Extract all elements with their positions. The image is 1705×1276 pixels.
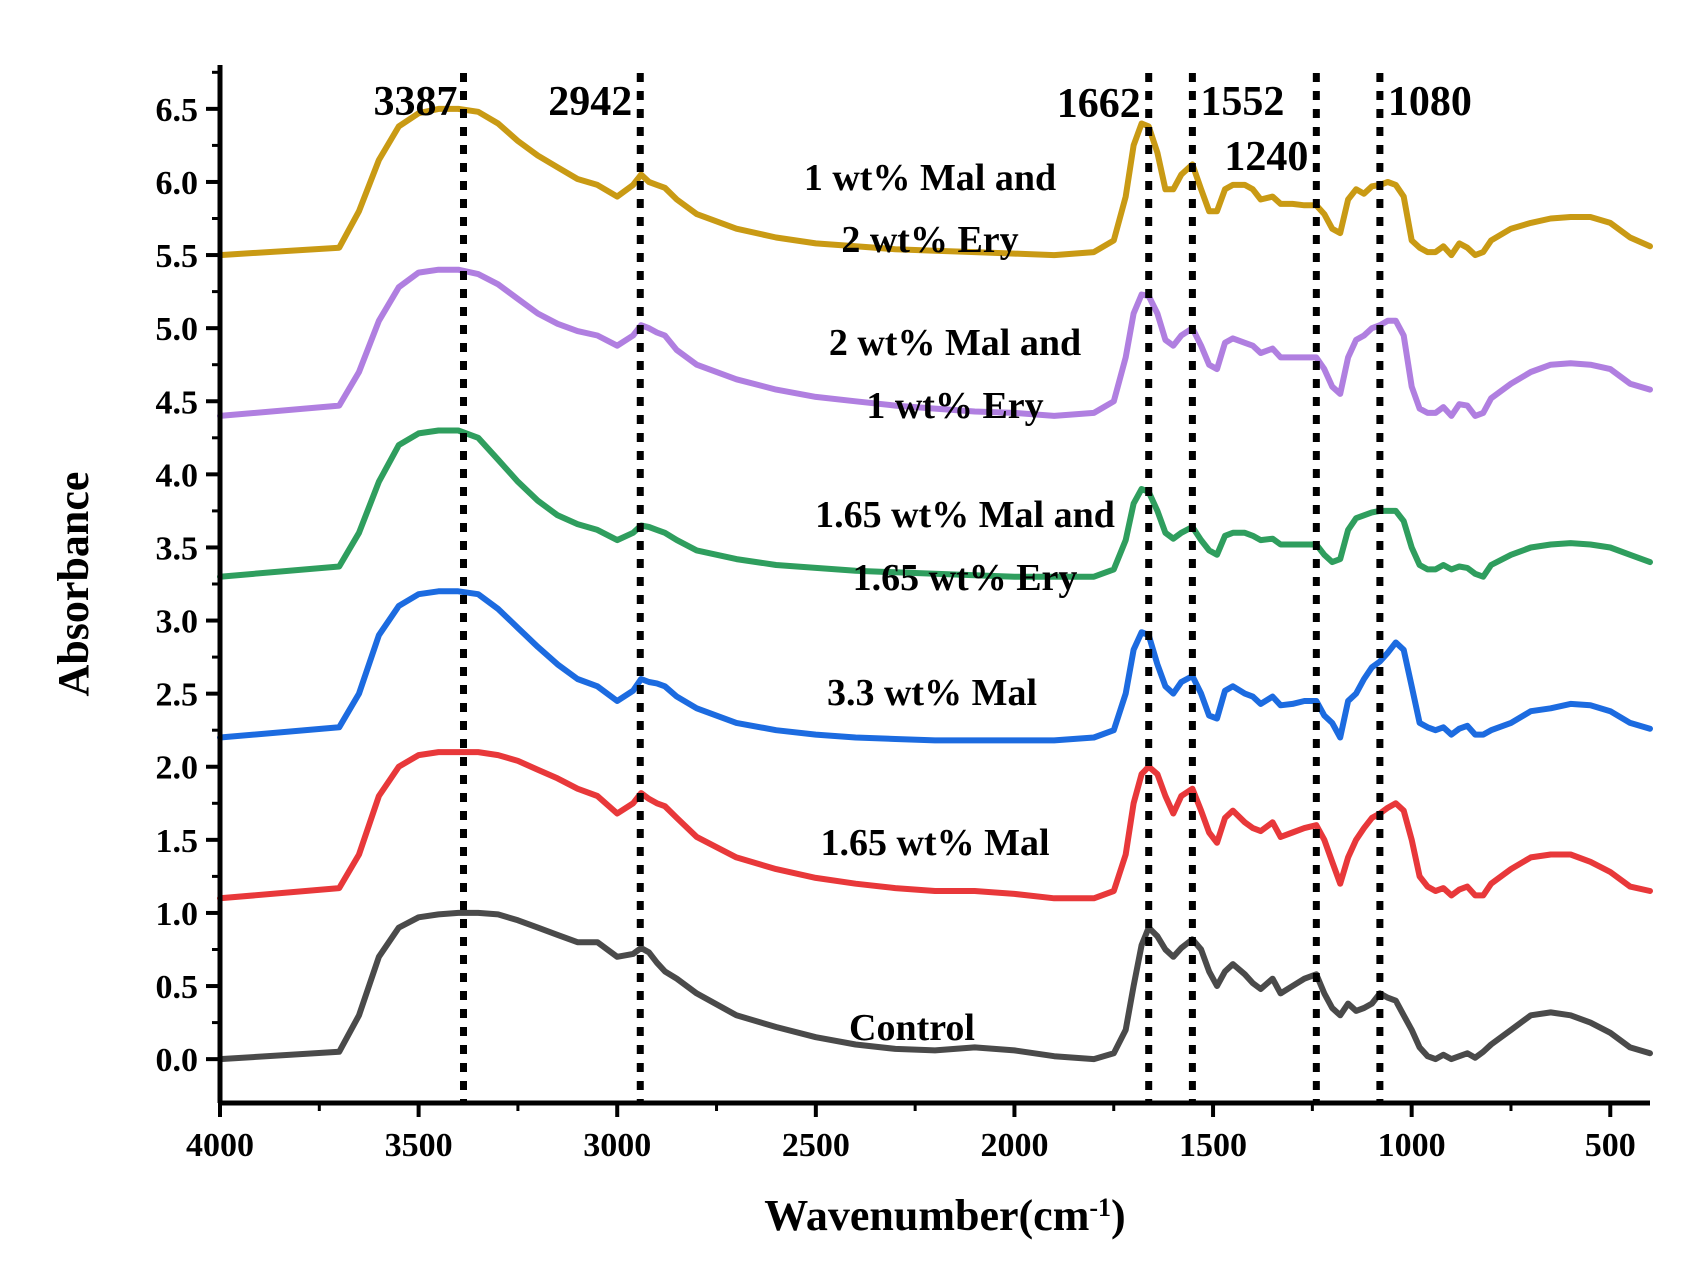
x-tick-label-500: 500 bbox=[1585, 1127, 1636, 1164]
x-axis-title-close: ) bbox=[1111, 1191, 1126, 1240]
peak-label-1240: 1240 bbox=[1224, 134, 1308, 180]
series-label-0-line-0: Control bbox=[849, 1007, 975, 1049]
y-tick-label-4.5: 4.5 bbox=[156, 384, 199, 421]
y-tick-label-0.5: 0.5 bbox=[156, 969, 199, 1006]
series-label-5-line-0: 1 wt% Mal and bbox=[804, 157, 1056, 199]
peak-label-3387: 3387 bbox=[373, 79, 457, 125]
x-tick-label-3500: 3500 bbox=[385, 1127, 453, 1164]
series-label-2-line-0: 3.3 wt% Mal bbox=[827, 672, 1037, 714]
series-line-4 bbox=[217, 266, 1653, 419]
x-axis-title-main: Wavenumber(cm bbox=[764, 1191, 1089, 1240]
series-label-1-line-0: 1.65 wt% Mal bbox=[820, 822, 1049, 864]
ticks: 4000 3500 3000 2500 2000 1500 1000 500 0.0 0.5 1.0… bbox=[156, 70, 1636, 1164]
y-tick-label-1.5: 1.5 bbox=[156, 823, 199, 860]
y-tick-label-1.0: 1.0 bbox=[156, 896, 199, 933]
y-tick-label-3.0: 3.0 bbox=[156, 604, 199, 641]
y-tick-label-2.5: 2.5 bbox=[156, 677, 199, 714]
y-tick-label-0.0: 0.0 bbox=[156, 1042, 199, 1079]
y-tick-label-2.0: 2.0 bbox=[156, 750, 199, 787]
x-tick-label-2500: 2500 bbox=[782, 1127, 850, 1164]
x-tick-label-4000: 4000 bbox=[186, 1127, 254, 1164]
series-line-0 bbox=[217, 909, 1653, 1063]
x-tick-label-3000: 3000 bbox=[583, 1127, 651, 1164]
peak-label-1662: 1662 bbox=[1057, 81, 1141, 127]
peak-label-1552: 1552 bbox=[1200, 79, 1284, 125]
peak-label-2942: 2942 bbox=[548, 79, 632, 125]
series-label-5-line-1: 2 wt% Ery bbox=[841, 219, 1018, 261]
series-line-1 bbox=[217, 749, 1653, 902]
y-tick-label-5.0: 5.0 bbox=[156, 311, 199, 348]
y-tick-label-4.0: 4.0 bbox=[156, 457, 199, 494]
x-axis-title: Wavenumber(cm-1) bbox=[764, 1191, 1125, 1240]
x-tick-label-1500: 1500 bbox=[1179, 1127, 1247, 1164]
y-tick-label-5.5: 5.5 bbox=[156, 238, 199, 275]
series-label-4-line-0: 2 wt% Mal and bbox=[829, 322, 1081, 364]
series-line-5 bbox=[217, 105, 1653, 259]
series-line-3 bbox=[217, 427, 1653, 580]
series-label-4-line-1: 1 wt% Ery bbox=[866, 385, 1043, 427]
y-tick-label-6.0: 6.0 bbox=[156, 165, 199, 202]
series-label-3-line-0: 1.65 wt% Mal and bbox=[815, 494, 1115, 536]
x-tick-label-2000: 2000 bbox=[980, 1127, 1048, 1164]
y-axis-title: Absorbance bbox=[49, 472, 98, 697]
y-tick-label-6.5: 6.5 bbox=[156, 92, 199, 129]
series-label-3-line-1: 1.65 wt% Ery bbox=[853, 557, 1078, 599]
x-axis-title-sup: -1 bbox=[1089, 1193, 1111, 1222]
series-line-2 bbox=[217, 588, 1653, 744]
series-layer bbox=[217, 105, 1653, 1063]
x-tick-label-1000: 1000 bbox=[1378, 1127, 1446, 1164]
annotations: 3387 2942 1662 1552 1240 1080 Control 1.65 wt% … bbox=[373, 79, 1471, 1049]
peak-label-1080: 1080 bbox=[1388, 79, 1472, 125]
y-tick-label-3.5: 3.5 bbox=[156, 530, 199, 567]
